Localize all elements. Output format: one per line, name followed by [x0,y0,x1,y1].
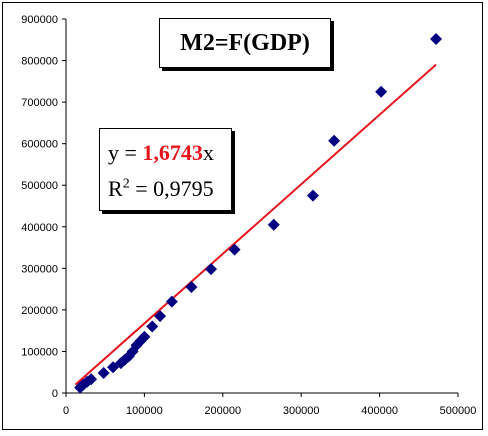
x-tick-label: 500000 [440,405,477,417]
data-point [154,310,167,323]
x-tick-label: 400000 [361,405,398,417]
data-point [228,243,241,256]
x-tick-label: 0 [63,405,69,417]
data-point [375,85,388,98]
y-tick-label: 0 [52,388,58,400]
y-tick-label: 500000 [21,180,58,192]
y-tick-label: 300000 [21,263,58,275]
data-point [165,295,178,308]
r-squared-value: = 0,9795 [129,176,214,201]
data-point [306,189,319,202]
data-point [185,281,198,294]
data-point [97,367,110,380]
equation-line: y = 1,6743x [108,135,231,171]
x-tick-label: 200000 [204,405,241,417]
y-tick-label: 100000 [21,346,58,358]
trendline [74,63,437,386]
equation-box: y = 1,6743x R2 = 0,9795 [99,128,232,211]
r-squared-exponent: 2 [122,176,130,192]
chart-area [2,2,483,430]
data-point [205,263,218,276]
data-point [430,32,443,45]
equation-prefix: y = [108,140,143,165]
y-tick-label: 700000 [21,97,58,109]
data-point [146,320,159,333]
equation-suffix: x [202,140,214,165]
y-tick-label: 600000 [21,139,58,151]
data-point [267,218,280,231]
axes: 0 100000 200000 300000 400000 500000 600000 700… [21,14,476,417]
data-point [85,373,98,386]
y-tick-label: 800000 [21,56,58,68]
r-squared-line: R2 = 0,9795 [108,171,231,207]
y-tick-label: 200000 [21,305,58,317]
x-tick-label: 100000 [126,405,163,417]
r-squared-label: R [108,176,123,201]
y-tick-label: 900000 [21,14,58,26]
y-tick-label: 400000 [21,222,58,234]
data-point [328,134,341,147]
data-point [138,330,151,343]
chart-title: M2=F(GDP) [159,18,331,68]
equation-coefficient: 1,6743 [142,140,203,165]
data-points [74,32,443,394]
trendline-layer [74,63,437,386]
x-tick-label: 300000 [283,405,320,417]
